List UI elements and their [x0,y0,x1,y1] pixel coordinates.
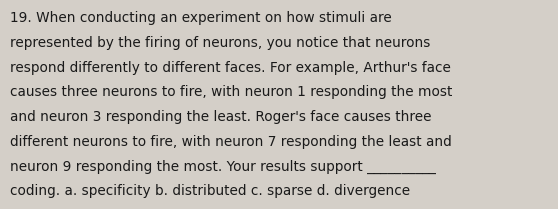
Text: respond differently to different faces. For example, Arthur's face: respond differently to different faces. … [10,61,451,75]
Text: represented by the firing of neurons, you notice that neurons: represented by the firing of neurons, yo… [10,36,430,50]
Text: and neuron 3 responding the least. Roger's face causes three: and neuron 3 responding the least. Roger… [10,110,431,124]
Text: different neurons to fire, with neuron 7 responding the least and: different neurons to fire, with neuron 7… [10,135,452,149]
Text: causes three neurons to fire, with neuron 1 responding the most: causes three neurons to fire, with neuro… [10,85,453,99]
Text: neuron 9 responding the most. Your results support __________: neuron 9 responding the most. Your resul… [10,159,436,174]
Text: 19. When conducting an experiment on how stimuli are: 19. When conducting an experiment on how… [10,11,392,25]
Text: coding. a. specificity b. distributed c. sparse d. divergence: coding. a. specificity b. distributed c.… [10,184,410,198]
